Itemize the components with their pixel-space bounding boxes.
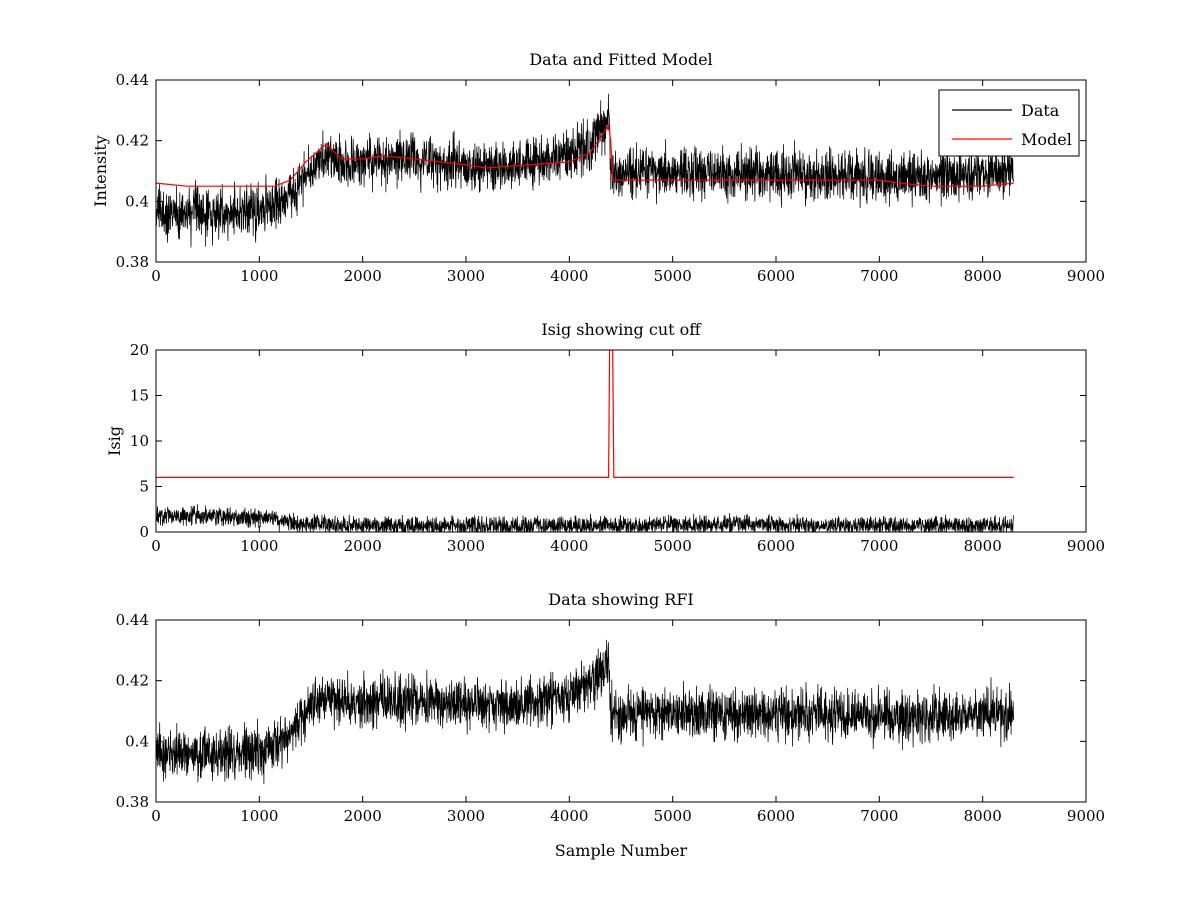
y-tick-label: 15: [130, 387, 149, 405]
x-tick-label: 8000: [964, 807, 1002, 825]
x-tick-label: 7000: [860, 807, 898, 825]
x-tick-label: 9000: [1067, 537, 1105, 555]
x-tick-label: 8000: [964, 537, 1002, 555]
series-signal-line: [156, 639, 1014, 784]
series-signal-line: [156, 504, 1014, 532]
y-tick-label: 0.44: [116, 611, 149, 629]
axes-frame: [155, 619, 1087, 803]
series-data-line: [156, 93, 1014, 248]
legend-label-data: Data: [1021, 101, 1060, 120]
y-tick-label: 0.38: [116, 793, 149, 811]
x-tick-label: 6000: [757, 537, 795, 555]
subplot-title: Isig showing cut off: [541, 320, 702, 339]
x-tick-label: 7000: [860, 267, 898, 285]
x-tick-label: 5000: [654, 537, 692, 555]
y-tick-label: 10: [130, 432, 149, 450]
legend-box: [938, 89, 1080, 157]
y-tick-label: 0.42: [116, 672, 149, 690]
series-threshold-line: [156, 350, 1014, 478]
series-model-line: [156, 123, 1014, 187]
x-tick-label: 3000: [447, 537, 485, 555]
subplot-3: 0 1000 2000 3000 4000 5000 6000 7000 8000 9000 0.3…: [116, 590, 1106, 860]
x-tick-label: 0: [151, 267, 161, 285]
y-tick-label: 0: [139, 523, 149, 541]
x-tick-label: 9000: [1067, 267, 1105, 285]
x-tick-label: 8000: [964, 267, 1002, 285]
axes-frame: [155, 79, 1087, 263]
x-tick-label: 7000: [860, 537, 898, 555]
subplot-2: 0 1000 2000 3000 4000 5000 6000 7000 8000 9000 0 5 1…: [105, 320, 1105, 555]
y-tick-label: 0.38: [116, 253, 149, 271]
x-tick-label: 6000: [757, 807, 795, 825]
x-tick-label: 5000: [654, 807, 692, 825]
y-tick-label: 5: [139, 478, 149, 496]
legend-label-model: Model: [1021, 130, 1072, 149]
x-axis-label: Sample Number: [555, 841, 688, 860]
x-tick-label: 2000: [344, 537, 382, 555]
x-tick-label: 2000: [344, 807, 382, 825]
x-tick-label: 4000: [550, 807, 588, 825]
x-tick-label: 1000: [240, 807, 278, 825]
x-tick-label: 3000: [447, 267, 485, 285]
x-tick-label: 3000: [447, 807, 485, 825]
y-tick-label: 0.42: [116, 132, 149, 150]
x-tick-label: 1000: [240, 267, 278, 285]
x-tick-label: 9000: [1067, 807, 1105, 825]
x-tick-label: 0: [151, 807, 161, 825]
y-tick-label: 0.44: [116, 71, 149, 89]
x-tick-label: 6000: [757, 267, 795, 285]
y-axis-label: Intensity: [91, 135, 110, 207]
subplot-1: 0 1000 2000 3000 4000 5000 6000 7000 8000 9000 0.3…: [91, 50, 1105, 285]
y-axis-label: Isig: [105, 426, 124, 456]
y-tick-label: 0.4: [125, 192, 149, 210]
legend: Data Model: [938, 89, 1080, 157]
x-tick-label: 0: [151, 537, 161, 555]
y-tick-label: 0.4: [125, 732, 149, 750]
x-tick-label: 4000: [550, 267, 588, 285]
x-tick-label: 5000: [654, 267, 692, 285]
x-tick-label: 4000: [550, 537, 588, 555]
y-tick-label: 20: [130, 341, 149, 359]
subplot-title: Data and Fitted Model: [529, 50, 712, 69]
subplot-title: Data showing RFI: [548, 590, 693, 609]
x-tick-label: 2000: [344, 267, 382, 285]
x-tick-label: 1000: [240, 537, 278, 555]
